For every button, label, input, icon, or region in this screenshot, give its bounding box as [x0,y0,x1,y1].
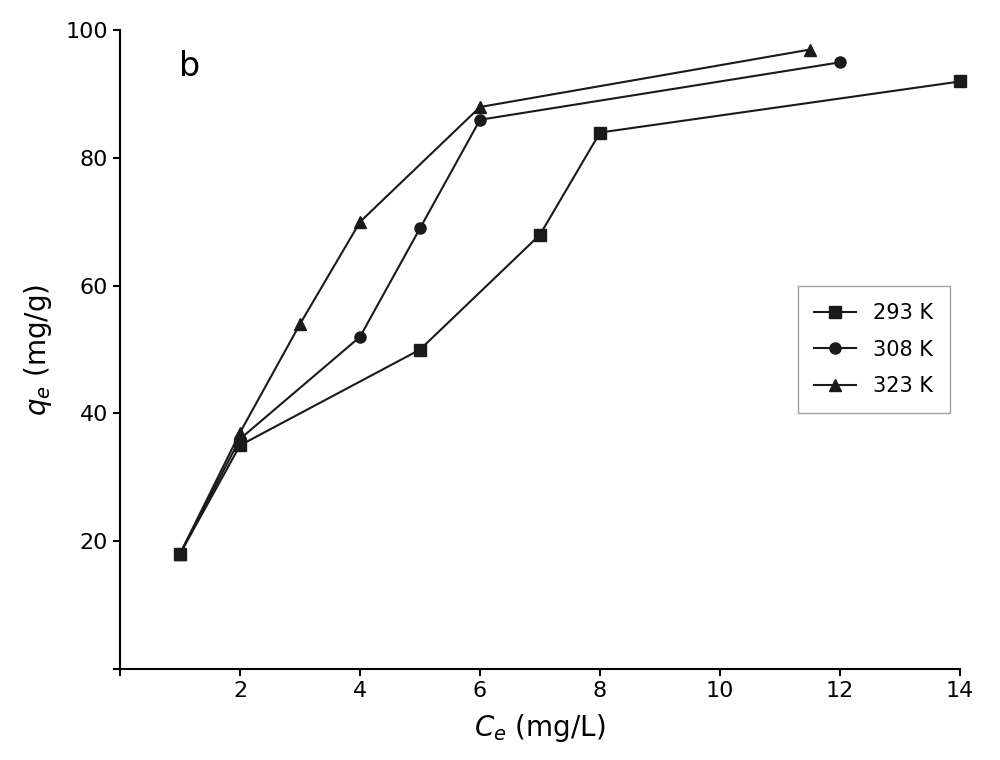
323 K [354,217,366,226]
293 K [234,441,246,450]
293 K [534,230,546,239]
308 K [414,223,426,233]
308 K [174,549,186,559]
Line: 308 K: 308 K [174,57,846,559]
Line: 323 K: 323 K [174,44,816,559]
Y-axis label: $q_e$ (mg/g): $q_e$ (mg/g) [22,283,54,416]
Legend: 293 K, 308 K, 323 K: 293 K, 308 K, 323 K [798,287,950,413]
Text: b: b [179,49,200,83]
X-axis label: $C_e$ (mg/L): $C_e$ (mg/L) [474,711,606,744]
Line: 293 K: 293 K [174,76,966,559]
308 K [354,332,366,341]
293 K [174,549,186,559]
308 K [234,435,246,444]
323 K [294,319,306,328]
323 K [474,103,486,112]
293 K [414,345,426,354]
323 K [804,45,816,54]
293 K [954,77,966,86]
323 K [234,428,246,437]
323 K [174,549,186,559]
308 K [474,116,486,125]
308 K [834,58,846,67]
293 K [594,128,606,137]
